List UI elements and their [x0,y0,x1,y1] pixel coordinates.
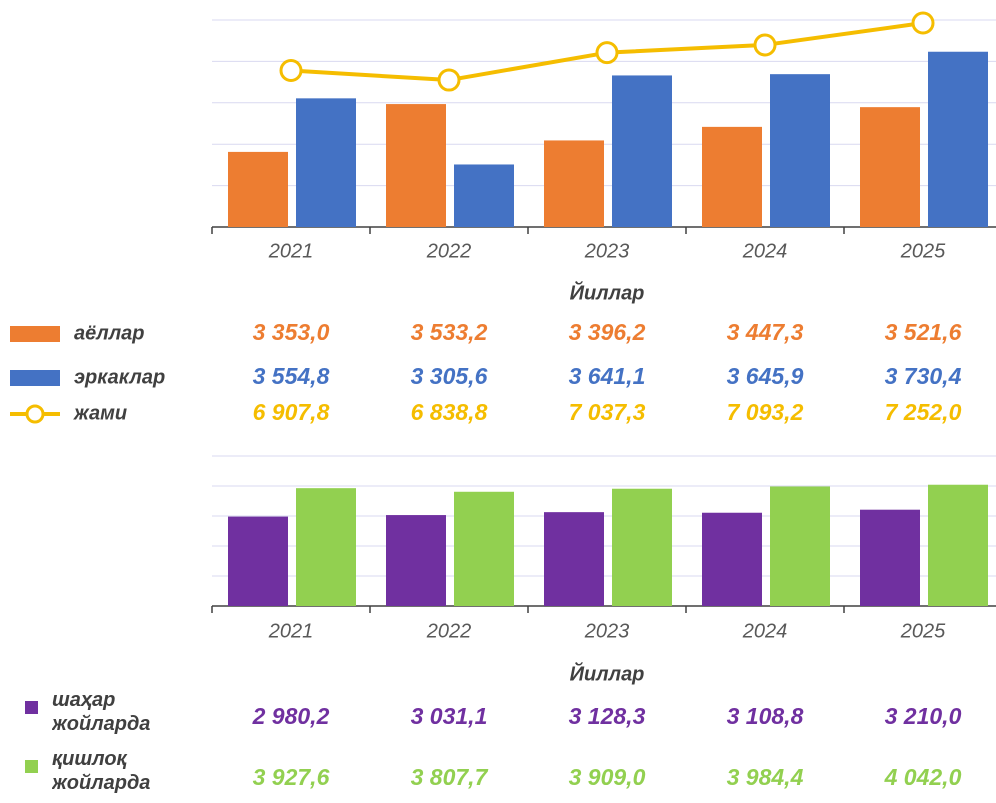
value-label: 3 210,0 [885,703,962,729]
bar [612,488,672,606]
x-tick-label: 2021 [268,620,314,642]
value-label: 3 927,6 [253,764,330,790]
legend-swatch [10,370,60,386]
bar [702,126,762,227]
value-label: 7 252,0 [885,399,962,425]
legend-marker [25,404,45,424]
value-label: 7 037,3 [569,399,646,425]
bar [928,51,988,227]
legend-swatch [10,326,60,342]
value-label: 2 980,2 [252,703,330,729]
value-label: 3 353,0 [253,319,330,345]
x-tick-label: 2024 [742,240,788,262]
legend-label: жами [73,402,127,424]
bar [612,75,672,227]
bar [928,484,988,606]
value-label: 3 807,7 [411,764,489,790]
bar [770,74,830,227]
legend-label: шаҳар жойларда [52,689,151,735]
value-label: 3 645,9 [727,363,804,389]
x-tick-label: 2021 [268,240,314,262]
legend-swatch [25,760,38,773]
bar [228,516,288,606]
legend-label: эркаклар [74,366,165,388]
bar [454,164,514,227]
value-label: 6 907,8 [253,399,330,425]
value-label: 3 128,3 [569,703,646,729]
x-tick-label: 2022 [426,240,472,262]
bar [386,104,446,227]
line-marker [595,41,619,65]
value-label: 3 447,3 [727,319,804,345]
value-label: 6 838,8 [411,399,488,425]
x-tick-label: 2024 [742,620,788,642]
line-marker [279,59,303,83]
x-axis-label: Йиллар [570,280,645,304]
bar [544,512,604,606]
value-label: 7 093,2 [727,399,804,425]
line-marker [437,68,461,92]
value-label: 3 533,2 [411,319,488,345]
bar [702,512,762,606]
x-tick-label: 2025 [900,620,946,642]
legend-swatch [25,701,38,714]
value-label: 3 305,6 [411,363,488,389]
value-label: 3 730,4 [885,363,962,389]
value-label: 3 984,4 [727,764,804,790]
legend-label-box: шаҳар жойларда [52,689,151,735]
value-label: 3 909,0 [569,764,646,790]
value-label: 3 031,1 [411,703,488,729]
bar [860,509,920,606]
line-marker [911,11,935,35]
bar [770,486,830,606]
value-label: 3 396,2 [569,319,646,345]
x-tick-label: 2025 [900,240,946,262]
value-label: 4 042,0 [884,764,962,790]
legend-label-box: қишлоқ жойларда [52,748,151,794]
bar [296,98,356,227]
legend-label: қишлоқ жойларда [52,748,151,794]
value-label: 3 521,6 [885,319,962,345]
line-marker [753,33,777,57]
value-label: 3 641,1 [569,363,646,389]
x-tick-label: 2023 [584,240,630,262]
legend-label: аёллар [74,322,144,344]
value-label: 3 554,8 [253,363,330,389]
x-tick-label: 2022 [426,620,472,642]
bar [296,488,356,606]
bar [454,491,514,606]
value-label: 3 108,8 [727,703,804,729]
x-axis-label: Йиллар [570,661,645,685]
bar [860,107,920,227]
bar [544,140,604,227]
x-tick-label: 2023 [584,620,630,642]
bar [228,151,288,227]
bar [386,515,446,606]
